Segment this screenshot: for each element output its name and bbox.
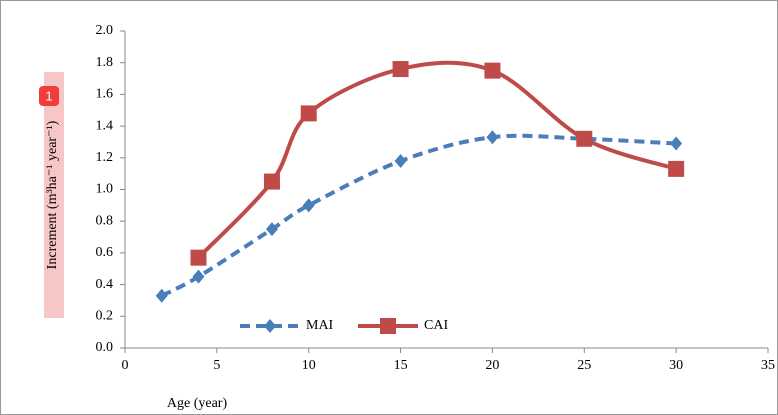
x-tick-label: 30 [669,358,683,373]
y-tick-label: 0.4 [96,277,114,292]
marker [192,269,205,284]
marker [263,173,280,190]
y-tick-label: 1.2 [96,150,114,165]
marker [264,319,276,333]
badge-text: 1 [45,88,52,103]
marker [668,160,685,177]
y-tick-label: 2.0 [96,23,114,38]
x-tick-label: 35 [761,358,775,373]
x-axis-title: Age (year) [167,396,228,411]
marker [155,288,168,303]
y-tick-label: 1.0 [96,182,114,197]
marker [486,130,499,145]
y-tick-label: 1.4 [96,118,114,133]
marker [484,62,501,79]
badge [39,86,59,106]
y-tick-label: 0.6 [96,245,114,260]
legend-label: CAI [424,318,448,333]
marker [576,130,593,147]
y-tick-label: 1.6 [96,87,114,102]
y-tick-label: 1.8 [96,55,114,70]
marker [265,222,278,237]
y-axis-title: Increment (m³ha⁻¹ year⁻¹) [45,120,60,269]
legend-label: MAI [306,318,334,333]
x-tick-label: 25 [577,358,591,373]
marker [670,136,683,151]
y-tick-label: 0.2 [96,309,114,324]
marker [302,198,315,213]
marker [392,61,409,78]
x-tick-label: 5 [213,358,220,373]
x-tick-label: 15 [394,358,408,373]
marker [394,153,407,168]
x-tick-label: 0 [122,358,129,373]
label-highlight [44,72,64,318]
y-tick-label: 0.0 [96,340,114,355]
x-tick-label: 10 [302,358,316,373]
marker [190,249,207,266]
y-tick-label: 0.8 [96,213,114,228]
marker [300,105,317,122]
x-tick-label: 20 [485,358,499,373]
marker [380,318,396,334]
